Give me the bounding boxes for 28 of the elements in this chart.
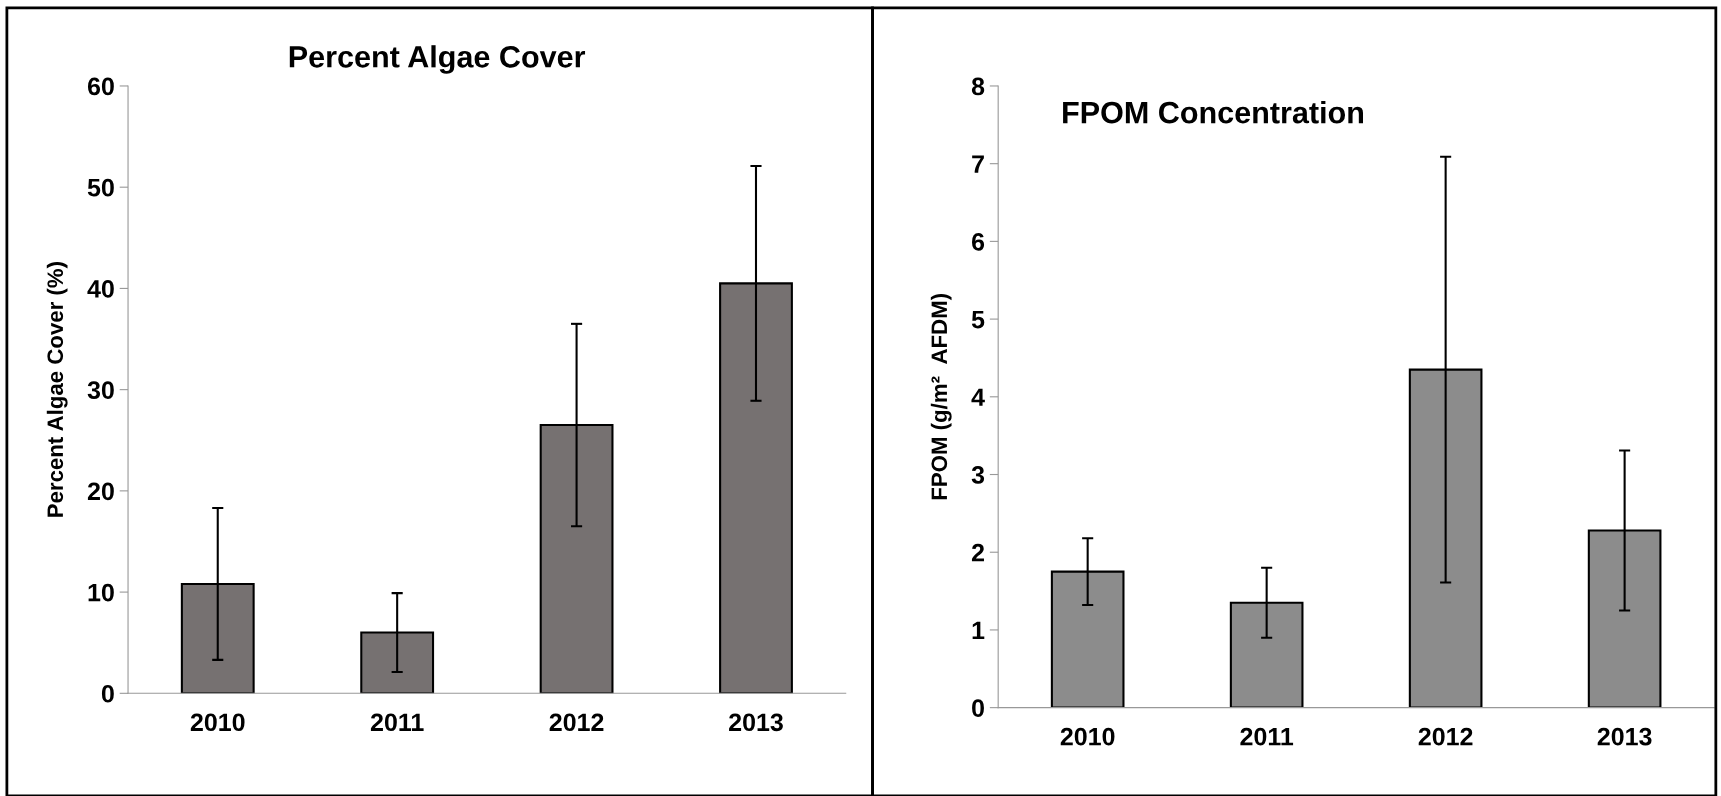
y-tick-label: 2 — [971, 543, 984, 562]
y-tick-label: 60 — [87, 77, 114, 96]
y-tick-label: 30 — [87, 381, 114, 399]
y-axis-title: FPOM (g/m² AFDM) — [930, 294, 952, 500]
y-tick-label: 7 — [972, 155, 984, 173]
y-tick-label: 3 — [971, 466, 985, 484]
x-tick-label: 2013 — [729, 713, 783, 732]
y-tick-label: 6 — [972, 232, 985, 251]
y-tick-label: 4 — [971, 388, 985, 406]
y-tick-label: 1 — [972, 621, 985, 639]
y-tick-label: 40 — [87, 280, 114, 298]
x-tick-label: 2010 — [1060, 727, 1115, 746]
x-tick-label: 2011 — [1240, 727, 1294, 746]
y-tick-label: 20 — [87, 482, 114, 501]
y-tick-label: 50 — [87, 178, 114, 197]
chart-title: FPOM Concentration — [1063, 101, 1363, 124]
x-tick-label: 2010 — [190, 713, 245, 732]
x-tick-label: 2012 — [1418, 727, 1473, 746]
chart-title: Percent Algae Cover — [289, 45, 586, 74]
x-tick-label: 2013 — [1597, 727, 1652, 746]
x-tick-label: 2012 — [549, 713, 604, 732]
x-tick-label: 2011 — [370, 713, 424, 732]
y-tick-label: 5 — [971, 310, 985, 329]
y-tick-label: 8 — [971, 77, 985, 96]
y-axis-title: Percent Algae Cover (%) — [46, 262, 68, 517]
y-tick-label: 10 — [88, 583, 114, 602]
y-tick-label: 0 — [972, 699, 984, 717]
y-tick-label: 0 — [101, 684, 114, 703]
